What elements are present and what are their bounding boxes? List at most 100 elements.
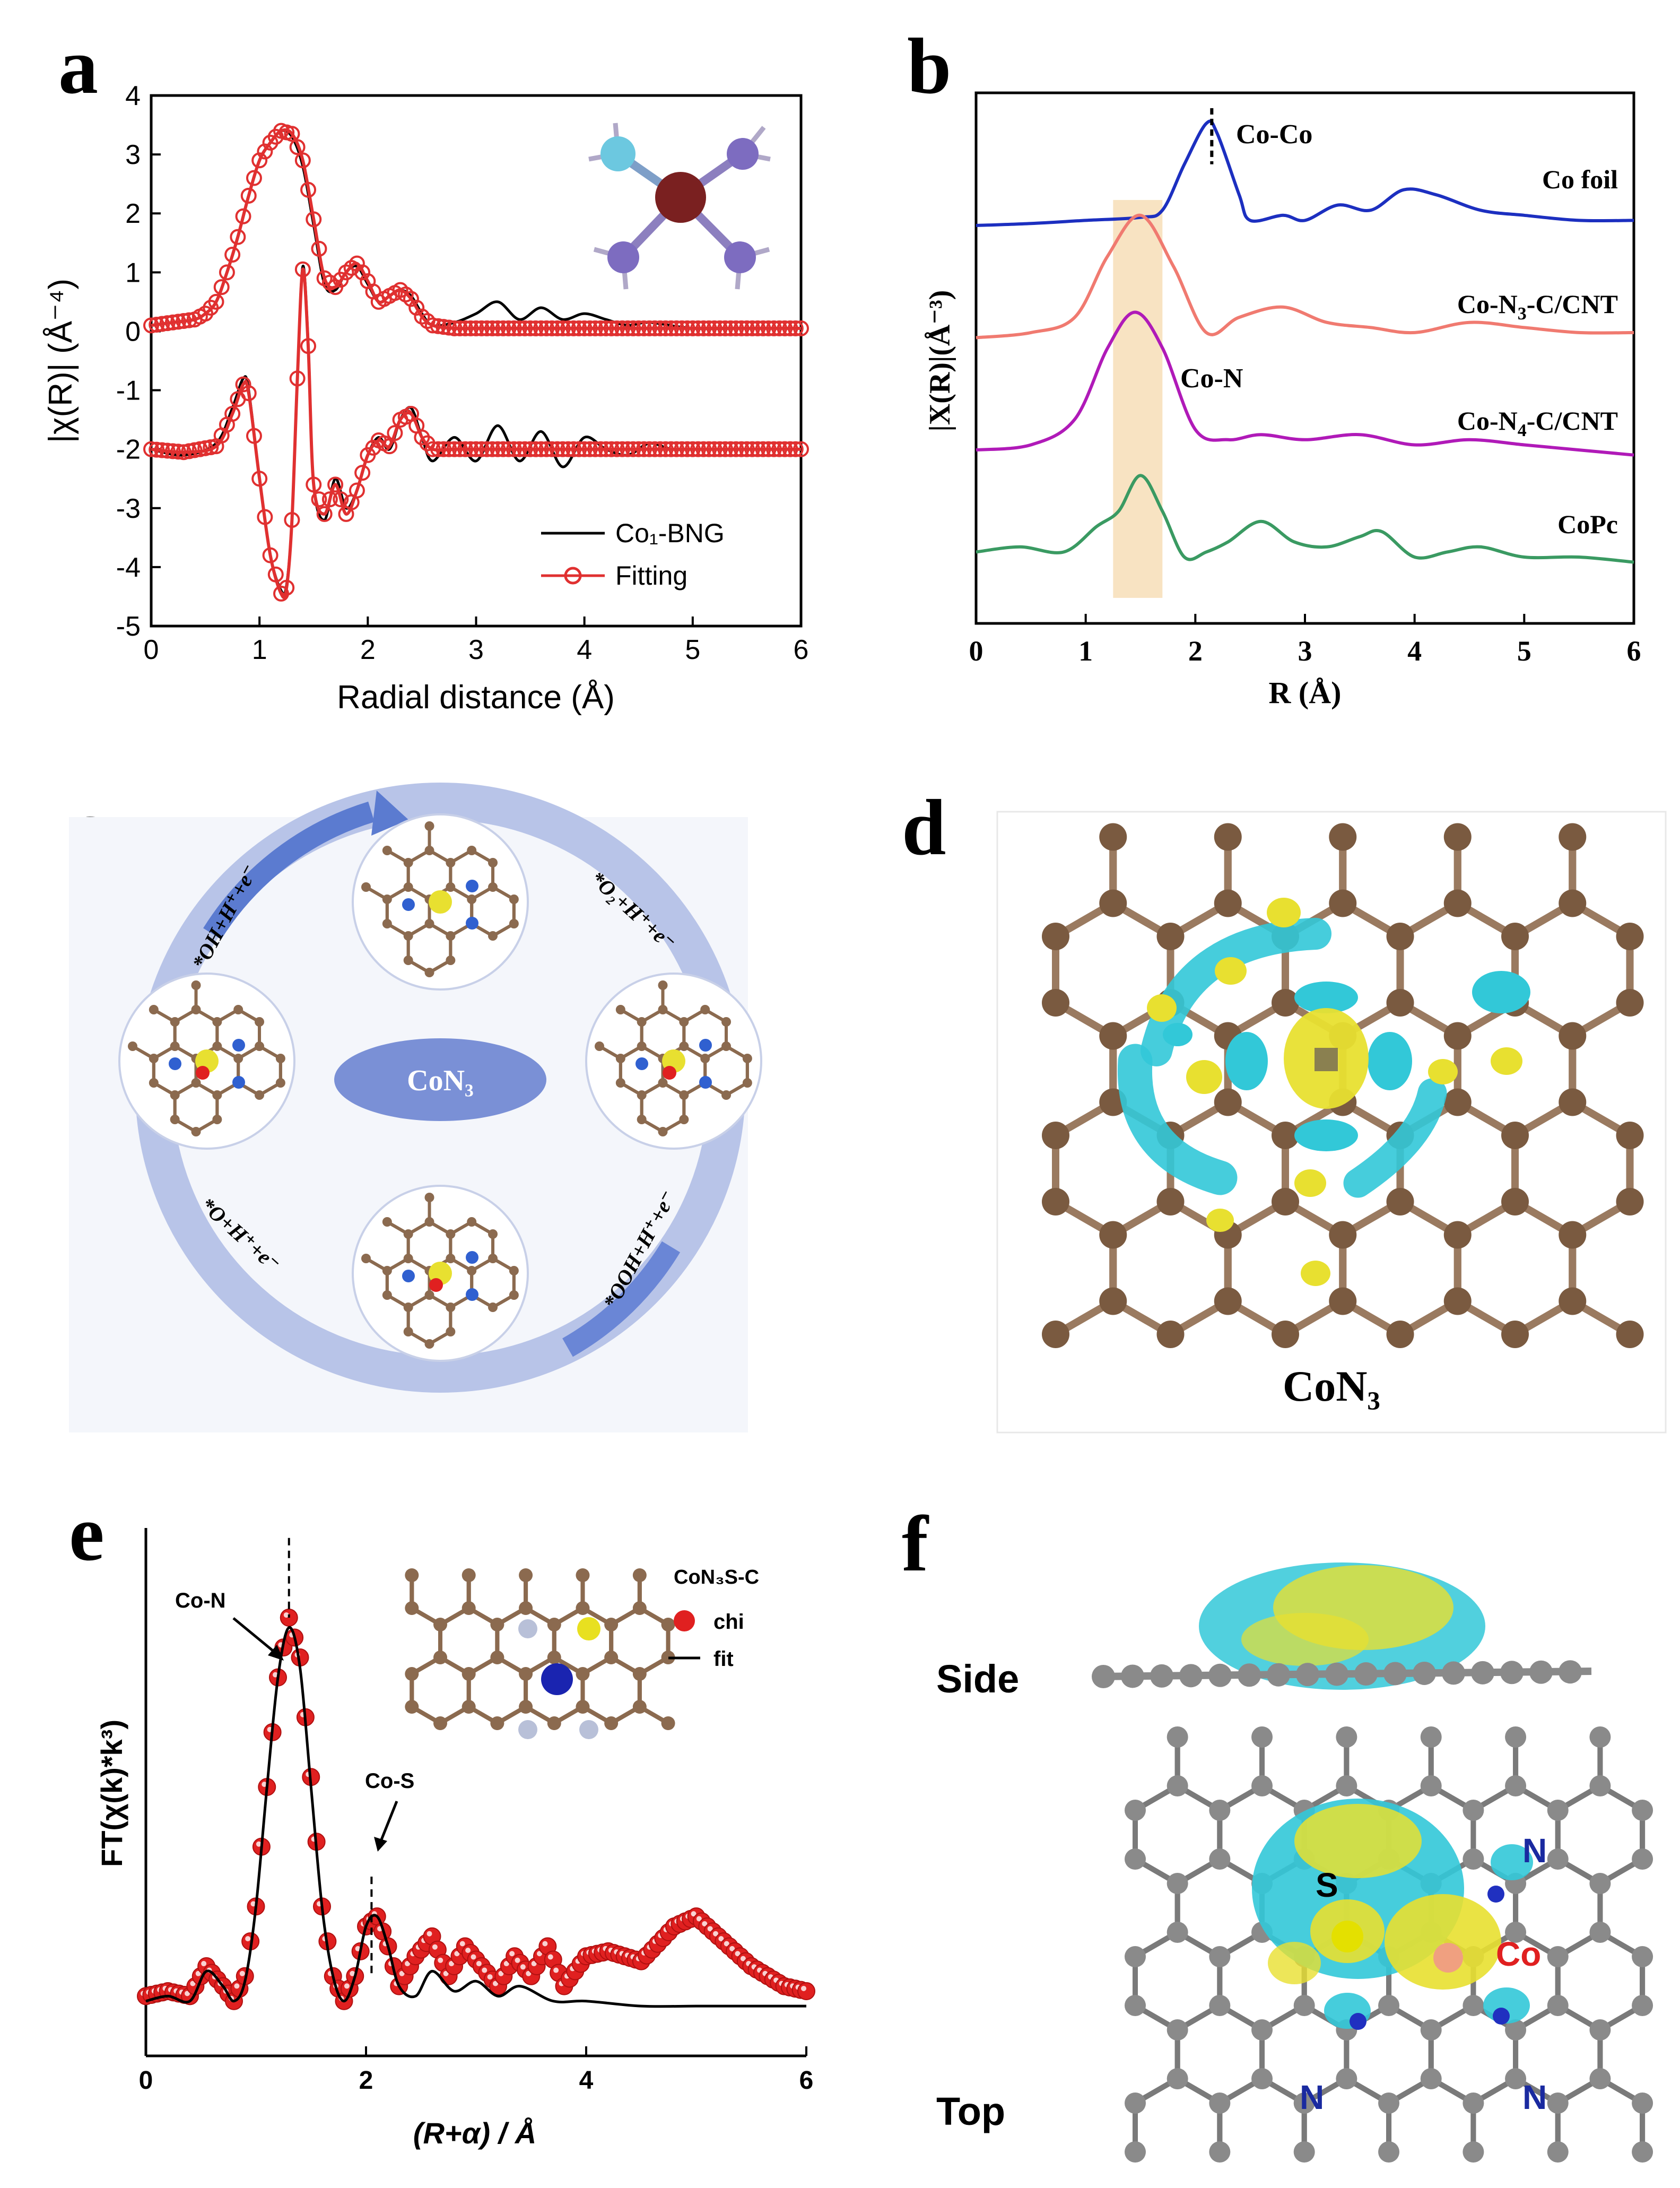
lattice-atom <box>488 1254 498 1263</box>
fitting-marker <box>436 319 452 335</box>
lattice-atom <box>700 1054 710 1063</box>
lattice-atom <box>1547 1946 1569 1967</box>
fitting-marker <box>674 441 690 457</box>
lattice-atom <box>1589 1726 1611 1748</box>
y-tick-label: 2 <box>125 198 141 229</box>
lattice-atom <box>1616 989 1644 1017</box>
fitting-marker <box>581 441 598 457</box>
chi-marker-highlight <box>542 1941 548 1947</box>
y-tick-label: 1 <box>125 257 141 288</box>
chi-marker-highlight <box>283 1612 289 1618</box>
fitting-marker <box>608 441 625 457</box>
lattice-atom <box>547 1716 561 1730</box>
side-carbon-atom <box>1442 1661 1465 1685</box>
chi-marker-highlight <box>465 1948 471 1953</box>
lattice-atom <box>1632 2093 1653 2114</box>
series-line <box>976 119 1634 227</box>
fitting-marker <box>490 441 506 457</box>
panel-c-reaction-cycle: CoN₃ *O₂+H⁺+e⁻ *OOH+H⁺+e⁻ *O+H⁺+e⁻ *OH+H… <box>69 783 762 1432</box>
fitting-marker <box>306 211 322 228</box>
lattice-atom <box>1042 1188 1069 1215</box>
lattice-atom <box>1378 1995 1400 2016</box>
fitting-marker <box>674 320 690 336</box>
lattice-atom <box>637 1115 647 1124</box>
fitting-marker <box>495 441 511 457</box>
lattice-atom <box>1156 923 1185 950</box>
fitting-marker <box>267 566 284 583</box>
inset-n-atom <box>579 1720 598 1739</box>
lattice-atom <box>403 956 413 965</box>
fitting-marker <box>565 320 582 336</box>
lattice-atom <box>1329 1287 1357 1315</box>
chi-marker-highlight <box>707 1926 713 1932</box>
fitting-marker <box>522 320 538 336</box>
fitting-marker <box>484 441 501 457</box>
fitting-marker <box>495 320 511 336</box>
fitting-marker <box>224 247 241 263</box>
fitting-marker <box>679 441 695 457</box>
lattice-atom <box>1214 823 1242 851</box>
fitting-marker <box>728 441 744 457</box>
lattice-atom <box>1042 1122 1069 1149</box>
fitting-marker <box>490 320 506 336</box>
y-tick-label: -4 <box>116 552 141 583</box>
lattice-atom <box>576 1568 590 1582</box>
fitting-marker <box>684 441 701 457</box>
fitting-marker <box>154 316 170 332</box>
fitting-marker <box>544 320 560 336</box>
lattice-atom <box>170 1041 180 1051</box>
cycle-arrow-oh <box>203 801 375 940</box>
fitting-marker <box>424 317 441 334</box>
fitting-marker <box>478 441 495 457</box>
lattice-atom <box>405 1601 419 1615</box>
lattice-atom <box>1632 1995 1653 2016</box>
fitting-line <box>151 128 801 331</box>
lattice-atom <box>149 1054 159 1063</box>
lattice-atom <box>1214 1088 1242 1116</box>
panel-e-ticks: 0 2 4 6 <box>139 2046 813 2095</box>
lattice-atom <box>1632 1946 1653 1967</box>
panel-c-structure-bubbles <box>118 813 762 1362</box>
lattice-atom <box>424 919 434 928</box>
fitting-marker <box>311 491 327 508</box>
fitting-marker <box>587 441 604 457</box>
lattice-atom <box>632 1568 647 1582</box>
fitting-marker <box>463 441 479 457</box>
lattice-atom <box>212 1017 222 1027</box>
isosurface-yellow-blob <box>1215 957 1247 985</box>
lattice-atom <box>490 1618 504 1631</box>
fitting-marker <box>354 465 371 481</box>
top-n-atom <box>1487 1886 1504 1903</box>
chi-marker-highlight <box>537 1951 542 1957</box>
top-s-atom <box>1331 1921 1363 1952</box>
lattice-atom <box>615 1078 625 1088</box>
lattice-atom <box>424 1217 434 1227</box>
panel-a-legend: Co₁-BNG Fitting <box>541 518 725 591</box>
fitting-marker <box>164 443 181 459</box>
fitting-marker <box>538 441 555 457</box>
fitting-marker <box>598 441 614 457</box>
bubble-lattice <box>361 821 519 977</box>
lattice-atom <box>721 1041 732 1051</box>
panel-b-ylabel: |X(R)|(Å⁻³) <box>924 290 956 432</box>
lattice-atom <box>658 980 668 990</box>
fitting-marker <box>657 320 674 336</box>
lattice-atom <box>424 846 434 855</box>
lattice-atom <box>1420 1775 1442 1796</box>
panel-a-molecule-inset <box>588 123 771 290</box>
fitting-marker <box>240 385 257 402</box>
isosurface-yellow-blob <box>1428 1059 1458 1084</box>
fitting-marker <box>197 440 214 456</box>
fitting-marker <box>549 320 565 336</box>
panel-f-atom-label-n: N <box>1300 2078 1324 2116</box>
fitting-marker <box>668 320 685 336</box>
fitting-marker <box>636 441 652 457</box>
fitting-marker <box>620 441 636 457</box>
lattice-atom <box>1386 989 1414 1017</box>
y-tick-label: 4 <box>125 81 141 111</box>
lattice-atom <box>1214 889 1242 917</box>
fitting-marker <box>755 320 771 336</box>
chi-marker-highlight <box>520 1964 526 1970</box>
lattice-atom <box>1125 1800 1146 1821</box>
lattice-atom <box>490 1651 504 1664</box>
